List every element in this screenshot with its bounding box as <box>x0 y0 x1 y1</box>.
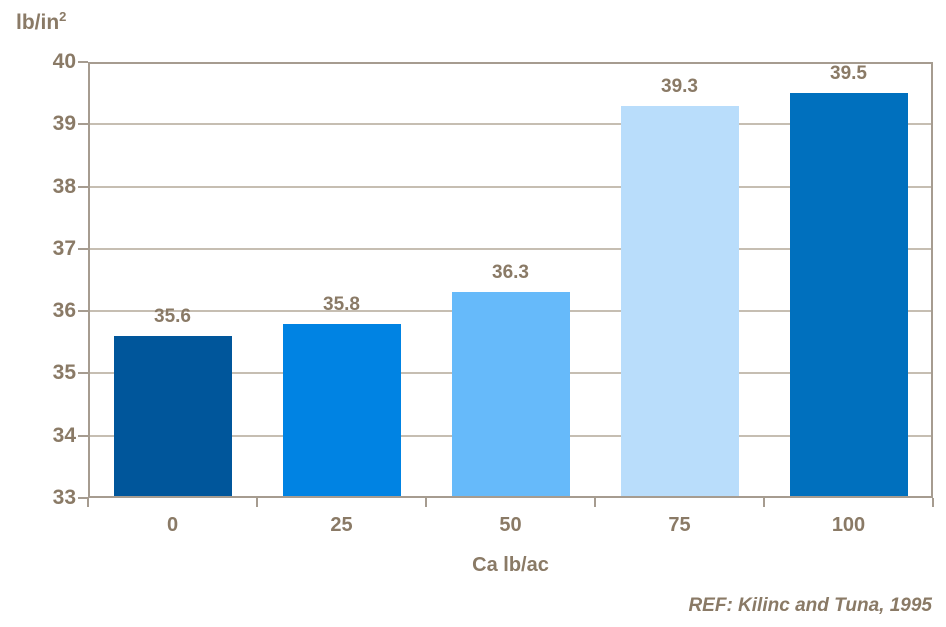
y-axis-tick-label: 40 <box>52 50 76 73</box>
y-gridline <box>90 185 931 188</box>
bar-75 <box>620 105 739 496</box>
y-axis-tick-label: 33 <box>52 486 76 509</box>
y-axis-tick-label: 35 <box>52 361 76 385</box>
x-axis-tick <box>594 498 596 507</box>
x-axis-tick-label: 50 <box>499 514 522 536</box>
y-axis-tick <box>78 247 88 250</box>
y-axis-tick-label: 34 <box>52 423 76 447</box>
y-axis-tick <box>78 372 88 375</box>
x-axis-tick <box>425 498 427 507</box>
y-axis-unit-label: lb/in2 <box>16 9 66 35</box>
y-axis-unit-superscript: 2 <box>59 9 67 24</box>
y-axis-tick <box>78 310 88 313</box>
bar-25 <box>282 323 401 496</box>
x-axis-tick-label: 0 <box>166 514 179 536</box>
y-axis-tick <box>78 123 88 126</box>
y-axis-tick <box>78 61 88 63</box>
bar-0 <box>113 336 232 496</box>
bar-value-label: 35.6 <box>154 306 191 328</box>
x-axis-tick <box>87 498 89 507</box>
y-axis-tick <box>78 497 88 499</box>
bar-value-label: 35.8 <box>323 293 360 315</box>
x-axis-tick <box>932 498 934 507</box>
bar-value-label: 39.3 <box>661 75 698 97</box>
bar-value-label: 39.5 <box>830 63 867 85</box>
y-axis-tick-label: 39 <box>52 112 76 136</box>
x-axis-tick-label: 25 <box>330 514 353 536</box>
x-axis-title: Ca lb/ac <box>472 554 549 576</box>
x-axis-tick <box>256 498 258 507</box>
y-axis-unit-text: lb/in <box>16 11 60 34</box>
bar-value-label: 36.3 <box>492 262 529 284</box>
y-axis-tick <box>78 185 88 188</box>
x-axis-tick-label: 75 <box>668 514 691 536</box>
x-axis-tick <box>763 498 765 507</box>
y-axis-tick-label: 38 <box>52 174 76 198</box>
y-axis-tick <box>78 434 88 437</box>
y-gridline <box>90 247 931 250</box>
bar-50 <box>451 292 570 496</box>
x-axis-tick-label: 100 <box>831 514 866 536</box>
y-axis-tick-label: 37 <box>52 236 76 260</box>
bar-100 <box>789 93 908 496</box>
reference-text: REF: Kilinc and Tuna, 1995 <box>688 595 932 616</box>
y-axis-tick-label: 36 <box>52 299 76 323</box>
y-gridline <box>90 123 931 126</box>
